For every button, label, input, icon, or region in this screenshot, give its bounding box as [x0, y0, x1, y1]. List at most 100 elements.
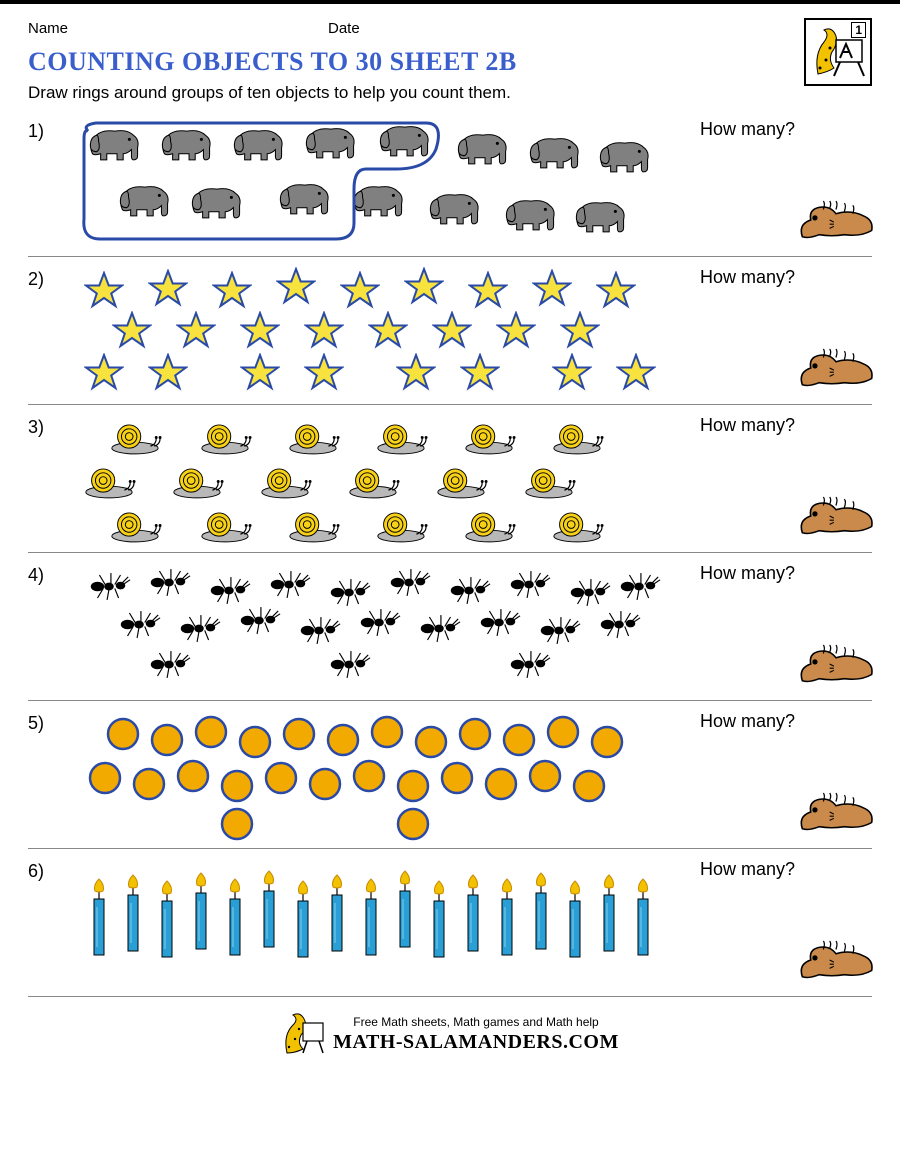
circle-icon: [238, 725, 272, 759]
ant-icon: [86, 571, 132, 602]
circle-icon: [396, 769, 430, 803]
ant-icon: [536, 615, 582, 646]
circle-icon: [458, 717, 492, 751]
star-icon: [340, 271, 380, 309]
header-row: Name Date: [28, 20, 872, 37]
circle-icon: [528, 759, 562, 793]
snail-icon: [168, 463, 224, 500]
circle-icon: [220, 807, 254, 841]
objects-area[interactable]: [76, 711, 688, 836]
problem-row: 4) How many?: [28, 553, 872, 701]
ant-icon: [296, 615, 342, 646]
objects-container: [72, 855, 692, 988]
candle-icon: [358, 877, 384, 957]
lizard-mascot: [798, 939, 876, 986]
circle-icon: [132, 767, 166, 801]
problem-number: 1): [28, 115, 72, 248]
elephant-icon: [526, 133, 584, 172]
name-label: Name: [28, 20, 328, 37]
circle-icon: [326, 723, 360, 757]
star-icon: [396, 353, 436, 391]
problem-row: 1) How many?: [28, 109, 872, 257]
problem-row: 6) How many?: [28, 849, 872, 997]
objects-container: [72, 411, 692, 544]
ant-icon: [596, 609, 642, 640]
star-icon: [148, 269, 188, 307]
answer-column: How many?: [692, 707, 872, 840]
snail-icon: [106, 419, 162, 456]
candle-icon: [324, 873, 350, 953]
candle-icon: [596, 873, 622, 953]
circle-icon: [106, 717, 140, 751]
objects-area[interactable]: [76, 415, 688, 540]
footer: Free Math sheets, Math games and Math he…: [28, 997, 872, 1068]
ant-icon: [566, 577, 612, 608]
candle-icon: [120, 873, 146, 953]
circle-icon: [220, 769, 254, 803]
brand-logo: 1: [804, 18, 872, 86]
candle-icon: [528, 871, 554, 951]
candle-icon: [562, 879, 588, 959]
star-icon: [560, 311, 600, 349]
problem-number: 6): [28, 855, 72, 988]
elephant-icon: [158, 125, 216, 164]
candle-icon: [426, 879, 452, 959]
circle-icon: [414, 725, 448, 759]
lizard-icon: [798, 495, 876, 537]
problem-row: 5) How many?: [28, 701, 872, 849]
snail-icon: [520, 463, 576, 500]
snail-icon: [548, 507, 604, 544]
objects-area[interactable]: [76, 563, 688, 688]
lizard-mascot: [798, 199, 876, 246]
candle-icon: [154, 879, 180, 959]
star-icon: [432, 311, 472, 349]
snail-icon: [196, 507, 252, 544]
footer-brand: MATH-SALAMANDERS.COM: [333, 1031, 619, 1054]
ant-icon: [476, 607, 522, 638]
star-icon: [304, 353, 344, 391]
howmany-label: How many?: [700, 711, 795, 732]
footer-salamander-icon: [281, 1011, 325, 1057]
ant-icon: [146, 649, 192, 680]
answer-column: How many?: [692, 411, 872, 544]
elephant-icon: [276, 179, 334, 218]
problem-number: 3): [28, 411, 72, 544]
snail-icon: [284, 419, 340, 456]
howmany-label: How many?: [700, 563, 795, 584]
lizard-icon: [798, 939, 876, 981]
answer-column: How many?: [692, 559, 872, 692]
snail-icon: [548, 419, 604, 456]
objects-area[interactable]: [76, 267, 688, 392]
problem-number: 4): [28, 559, 72, 692]
circle-icon: [352, 759, 386, 793]
circle-icon: [546, 715, 580, 749]
elephant-icon: [86, 125, 144, 164]
star-icon: [240, 311, 280, 349]
objects-container: [72, 559, 692, 692]
elephant-icon: [572, 197, 630, 236]
snail-icon: [432, 463, 488, 500]
lizard-mascot: [798, 643, 876, 690]
objects-area[interactable]: [76, 859, 688, 984]
footer-tagline: Free Math sheets, Math games and Math he…: [333, 1015, 619, 1029]
lizard-mascot: [798, 791, 876, 838]
snail-icon: [196, 419, 252, 456]
star-icon: [84, 271, 124, 309]
snail-icon: [106, 507, 162, 544]
ant-icon: [616, 571, 662, 602]
lizard-icon: [798, 791, 876, 833]
answer-column: How many?: [692, 263, 872, 396]
circle-icon: [150, 723, 184, 757]
snail-icon: [460, 419, 516, 456]
objects-container: [72, 707, 692, 840]
worksheet-page: Name Date 1 COUNTING OBJECTS TO 30 SHEET…: [0, 0, 900, 1080]
circle-icon: [308, 767, 342, 801]
circle-icon: [88, 761, 122, 795]
ant-icon: [416, 613, 462, 644]
star-icon: [112, 311, 152, 349]
star-icon: [496, 311, 536, 349]
star-icon: [212, 271, 252, 309]
elephant-icon: [350, 181, 408, 220]
star-icon: [596, 271, 636, 309]
objects-area[interactable]: [76, 119, 688, 244]
